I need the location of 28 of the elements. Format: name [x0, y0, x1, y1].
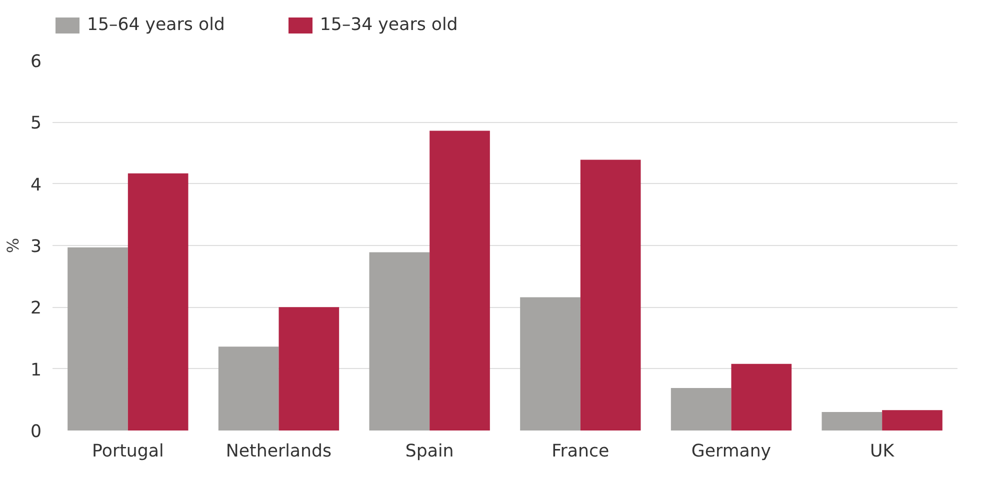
x-tick-label: Germany [691, 442, 772, 462]
x-tick-label: Spain [405, 442, 454, 462]
x-tick-label: France [552, 442, 610, 462]
y-axis-title: % [3, 238, 22, 254]
y-tick-label: 0 [30, 422, 42, 442]
y-tick-label: 6 [30, 52, 42, 72]
y-tick-label: 5 [30, 114, 42, 134]
bar [278, 307, 340, 430]
bar [520, 297, 580, 430]
y-tick-label: 3 [30, 237, 42, 257]
x-tick-label: Netherlands [226, 442, 332, 462]
bar [430, 130, 490, 430]
x-tick-label: UK [870, 442, 895, 462]
bar [670, 388, 732, 430]
bar [882, 410, 942, 430]
bar [218, 346, 279, 430]
y-tick-label: 1 [30, 360, 42, 380]
bar [68, 247, 128, 430]
y-tick-label: 4 [30, 175, 42, 196]
legend-label: 15–34 years old [320, 15, 458, 35]
bar [822, 412, 882, 430]
legend-label: 15–64 years old [87, 15, 225, 35]
bar [580, 160, 641, 430]
bar [128, 173, 188, 430]
bar [369, 252, 430, 430]
bar [731, 364, 792, 430]
x-tick-label: Portugal [92, 442, 164, 462]
y-tick-label: 2 [30, 298, 42, 319]
